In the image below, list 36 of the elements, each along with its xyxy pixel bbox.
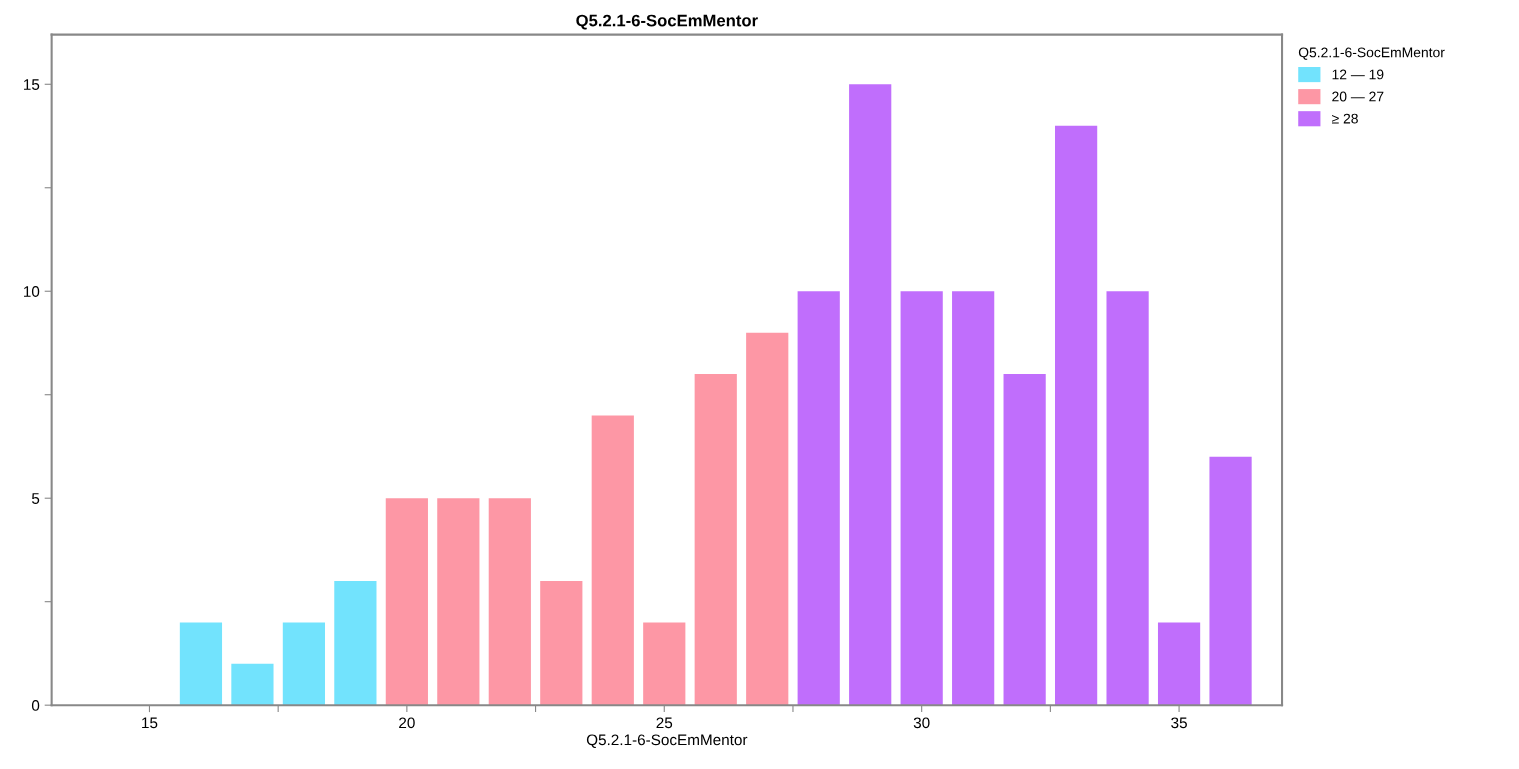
bar (385, 498, 428, 706)
x-tick-label: 15 (142, 717, 158, 729)
bar (797, 291, 840, 706)
bar (1106, 291, 1149, 706)
chart-title: Q5.2.1-6-SocEmMentor (576, 14, 758, 30)
y-tick-label: 5 (31, 493, 40, 504)
x-axis-title: Q5.2.1-6-SocEmMentor (586, 734, 748, 748)
bar (231, 663, 274, 706)
bar (1055, 125, 1098, 706)
x-tick-label: 30 (913, 717, 930, 729)
x-tick-label: 20 (399, 717, 415, 729)
legend-label: 12 — 19 (1332, 69, 1384, 80)
x-tick-label: 25 (656, 717, 673, 729)
bar (1003, 374, 1046, 706)
bar (334, 580, 377, 706)
bar (488, 498, 531, 706)
bar (1209, 456, 1252, 706)
x-tick-label: 35 (1171, 717, 1187, 729)
legend-label: 20 — 27 (1332, 91, 1384, 102)
bar (591, 415, 634, 706)
bar (1157, 622, 1201, 706)
bar (643, 622, 686, 706)
bar (179, 622, 223, 706)
y-tick-label: 0 (31, 700, 40, 711)
legend-title: Q5.2.1-6-SocEmMentor (1298, 47, 1445, 60)
bar (282, 622, 326, 706)
bar (437, 498, 480, 706)
y-tick-label: 10 (24, 286, 40, 297)
legend-label: ≥ 28 (1332, 113, 1358, 124)
bar (849, 84, 892, 706)
y-tick-label: 15 (24, 79, 40, 90)
bar (900, 291, 943, 706)
bar (694, 374, 737, 706)
bar (746, 332, 789, 706)
bar (952, 291, 995, 706)
bar (540, 580, 583, 706)
